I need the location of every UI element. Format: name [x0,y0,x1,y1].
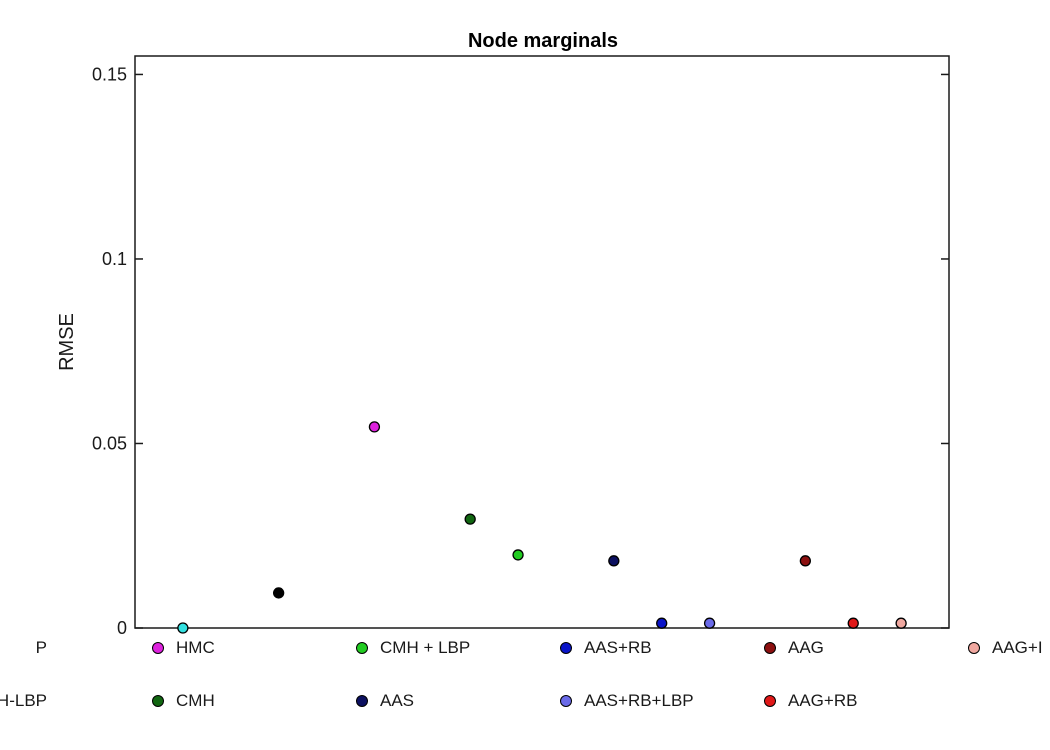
data-point [703,617,716,629]
data-point [847,617,859,629]
y-tick-label: 0.15 [92,64,127,84]
y-tick-label: 0.1 [102,249,127,269]
data-point [272,587,285,599]
data-point [368,421,381,433]
data-point [512,549,524,561]
data-point [464,513,476,525]
data-point [799,555,812,567]
data-points [177,421,907,634]
data-point [608,555,620,567]
chart-title: Node marginals [468,30,618,52]
plot-area [134,55,950,629]
data-point [656,617,668,629]
y-tick-label: 0.05 [92,433,127,453]
y-axis-ticks: 0 0.05 0.1 0.15 [92,64,949,638]
data-point [895,617,907,629]
y-axis-label: RMSE [56,313,78,371]
data-point [177,622,189,634]
y-tick-label: 0 [117,618,127,638]
